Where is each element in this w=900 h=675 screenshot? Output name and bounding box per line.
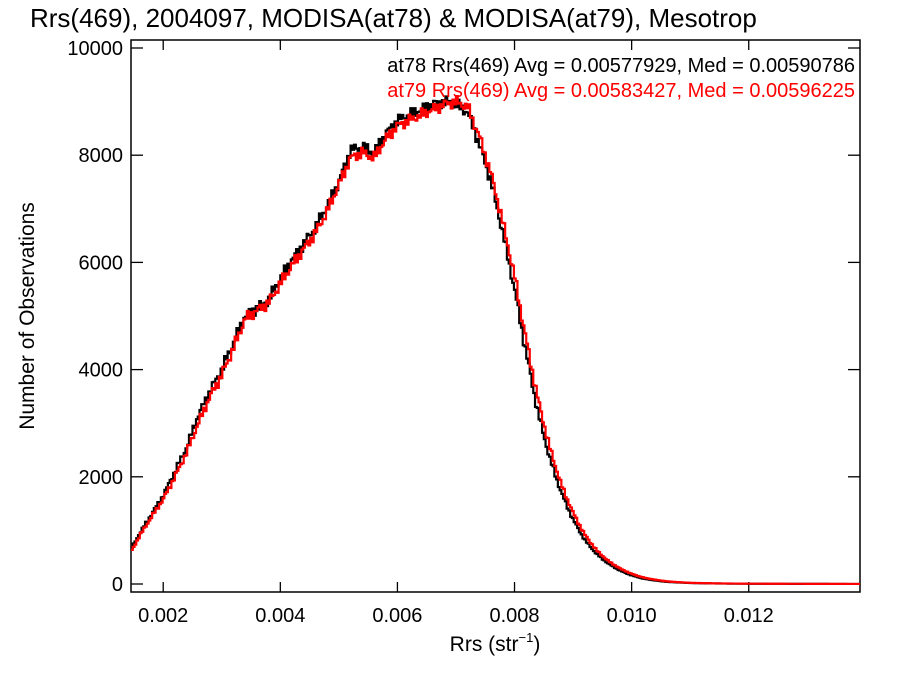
x-axis-label: Rrs (str−1) [450, 630, 541, 656]
legend-at78: at78 Rrs(469) Avg = 0.00577929, Med = 0.… [387, 55, 855, 77]
y-axis-label: Number of Observations [16, 202, 39, 430]
x-tick-label: 0.012 [724, 605, 774, 627]
axis-ticks: 0.002 0.004 0.006 0.008 0.010 0.012 0 2000 4000 6… [67, 38, 860, 627]
y-tick-label: 2000 [79, 467, 124, 489]
series-at79-line [131, 95, 860, 586]
y-tick-label: 4000 [79, 360, 124, 382]
y-tick-label: 6000 [79, 252, 124, 274]
legend-at79: at79 Rrs(469) Avg = 0.00583427, Med = 0.… [387, 80, 855, 102]
series-at78-line [131, 95, 860, 586]
series-layer [131, 95, 860, 586]
x-axis-label-superscript: −1 [519, 630, 534, 645]
x-axis-label-main: Rrs (str [450, 633, 519, 656]
plot-frame [130, 39, 861, 593]
chart-title: Rrs(469), 2004097, MODISA(at78) & MODISA… [30, 3, 757, 33]
x-tick-label: 0.002 [138, 605, 188, 627]
x-tick-label: 0.006 [372, 605, 422, 627]
y-tick-label: 10000 [67, 38, 123, 60]
x-tick-label: 0.004 [255, 605, 305, 627]
x-tick-label: 0.008 [489, 605, 539, 627]
x-tick-label: 0.010 [607, 605, 657, 627]
x-axis-label-end: ) [533, 633, 540, 656]
y-tick-label: 0 [112, 574, 123, 596]
y-tick-label: 8000 [79, 145, 124, 167]
